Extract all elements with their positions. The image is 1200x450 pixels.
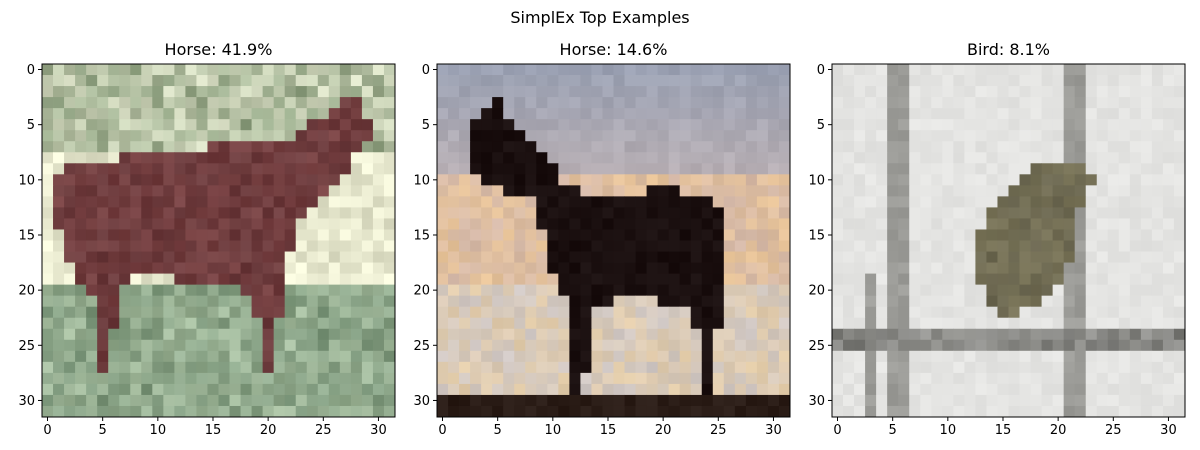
- y-tick-label: 20: [413, 284, 430, 299]
- axes-frame-1: [41, 63, 396, 418]
- y-tick-label: 5: [817, 118, 825, 133]
- y-tick-label: 15: [18, 228, 35, 243]
- x-tick-label: 0: [833, 423, 841, 438]
- panel-image-1: [42, 64, 396, 418]
- y-tick-label: 5: [27, 118, 35, 133]
- axes-panel-2: Horse: 14.6% 0 5 10 15 20 25 30 0 5 10 15 20 25 30: [413, 40, 791, 438]
- x-tick-label: 25: [315, 423, 332, 438]
- x-tick-label: 20: [1050, 423, 1067, 438]
- axes-frame-3: [831, 63, 1186, 418]
- y-tick-label: 15: [413, 228, 430, 243]
- y-tick-label: 10: [18, 173, 35, 188]
- x-tick-label: 20: [260, 423, 277, 438]
- y-tick-label: 30: [18, 394, 35, 409]
- x-tick-label: 5: [889, 423, 897, 438]
- x-tick-label: 30: [1160, 423, 1177, 438]
- y-tick-label: 0: [422, 63, 430, 78]
- x-tick-label: 30: [370, 423, 387, 438]
- x-tick-label: 5: [99, 423, 107, 438]
- x-tick-label: 20: [655, 423, 672, 438]
- x-tick-label: 25: [1105, 423, 1122, 438]
- x-tick-label: 10: [545, 423, 562, 438]
- y-tick-label: 10: [413, 173, 430, 188]
- y-tick-label: 5: [422, 118, 430, 133]
- x-tick-label: 0: [438, 423, 446, 438]
- x-tick-label: 15: [600, 423, 617, 438]
- x-tick-label: 15: [205, 423, 222, 438]
- x-tick-label: 10: [150, 423, 167, 438]
- y-tick-label: 10: [808, 173, 825, 188]
- y-tick-label: 30: [413, 394, 430, 409]
- x-tick-label: 10: [940, 423, 957, 438]
- axes-panel-1: Horse: 41.9% 0 5 10 15 20 25 30 0 5 10 15 20 25 30: [18, 40, 396, 438]
- panel-image-2: [437, 64, 791, 418]
- panel-title-2: Horse: 14.6%: [560, 40, 668, 59]
- y-tick-label: 0: [817, 63, 825, 78]
- y-tick-label: 20: [18, 284, 35, 299]
- axes-panel-3: Bird: 8.1% 0 5 10 15 20 25 30 0 5 10 15 20 25 30: [808, 40, 1186, 438]
- axes-frame-2: [436, 63, 791, 418]
- x-tick-label: 15: [995, 423, 1012, 438]
- y-tick-label: 25: [413, 339, 430, 354]
- panel-title-3: Bird: 8.1%: [967, 40, 1050, 59]
- y-tick-label: 15: [808, 228, 825, 243]
- figure-title: SimplEx Top Examples: [510, 8, 689, 27]
- panel-image-3: [832, 64, 1186, 418]
- x-tick-label: 30: [765, 423, 782, 438]
- x-tick-label: 0: [43, 423, 51, 438]
- y-tick-label: 25: [808, 339, 825, 354]
- y-tick-label: 25: [18, 339, 35, 354]
- y-tick-label: 30: [808, 394, 825, 409]
- y-tick-label: 20: [808, 284, 825, 299]
- x-tick-label: 25: [710, 423, 727, 438]
- panels: Horse: 41.9%0 5 10 15 20 25 30051015202530Hors…: [18, 40, 1186, 438]
- y-tick-label: 0: [27, 63, 35, 78]
- panel-title-1: Horse: 41.9%: [165, 40, 273, 59]
- x-tick-label: 5: [494, 423, 502, 438]
